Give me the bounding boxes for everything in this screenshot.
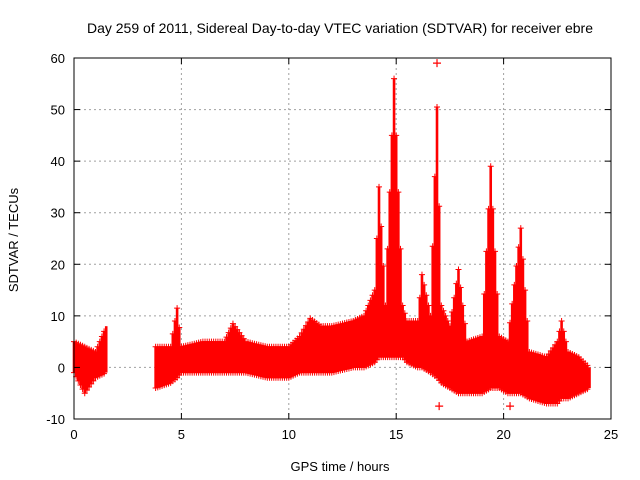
data-point (558, 318, 565, 325)
data-point (438, 302, 445, 309)
data-point (380, 263, 387, 270)
x-axis-label: GPS time / hours (291, 459, 390, 474)
y-tick-label: 0 (58, 360, 65, 375)
y-tick-label: 60 (51, 51, 65, 66)
data-point (434, 103, 441, 110)
data-point (423, 292, 430, 299)
data-point (174, 305, 181, 312)
data-point (176, 324, 183, 331)
data-point (88, 380, 95, 387)
data-point (399, 302, 406, 309)
data-point (238, 332, 245, 339)
data-point (459, 302, 466, 309)
data-point (83, 387, 90, 394)
data-point (101, 370, 108, 377)
x-tick-label: 20 (496, 427, 510, 442)
data-point (393, 132, 400, 139)
data-point (418, 271, 425, 278)
data-point (425, 302, 432, 309)
chart-title: Day 259 of 2011, Sidereal Day-to-day VTE… (87, 20, 593, 36)
data-point (86, 384, 93, 391)
data-series (71, 59, 591, 411)
data-point (494, 290, 501, 297)
data-point (442, 312, 449, 319)
data-point (421, 281, 428, 288)
data-point (584, 362, 591, 369)
data-point (391, 75, 398, 82)
data-point (90, 377, 97, 384)
data-point (81, 390, 88, 397)
y-tick-label: 50 (51, 103, 65, 118)
data-point (397, 245, 404, 252)
x-tick-label: 5 (178, 427, 185, 442)
data-point (444, 318, 451, 325)
y-axis-label: SDTVAR / TECUs (6, 187, 21, 292)
data-point-outlier (506, 402, 515, 411)
x-tick-label: 10 (282, 427, 296, 442)
data-point (461, 320, 468, 327)
data-point (487, 163, 494, 170)
data-point (455, 266, 462, 273)
data-point (519, 256, 526, 263)
y-tick-label: -10 (46, 412, 65, 427)
data-point (489, 205, 496, 212)
data-point (234, 326, 241, 333)
x-tick-label: 15 (389, 427, 403, 442)
data-point-outlier (433, 59, 442, 68)
x-tick-label: 0 (70, 427, 77, 442)
data-point (584, 386, 591, 393)
data-point (436, 203, 443, 210)
data-point (524, 318, 531, 325)
plot-frame (73, 57, 612, 420)
data-point-outlier (435, 402, 444, 411)
y-tick-label: 20 (51, 257, 65, 272)
data-point (395, 189, 402, 196)
data-point (522, 287, 529, 294)
data-point (457, 284, 464, 291)
data-point (517, 225, 524, 232)
data-point (440, 307, 447, 314)
data-point (562, 338, 569, 345)
data-point (229, 320, 236, 327)
axis-ticks: 0 5 10 15 20 25 -10 0 10 20 30 40 50 60 (46, 51, 618, 442)
x-tick-label: 25 (604, 427, 618, 442)
data-point (236, 329, 243, 336)
data-point (401, 310, 408, 317)
data-point (492, 248, 499, 255)
data-point (232, 323, 239, 330)
data-point (376, 183, 383, 190)
data-point (378, 223, 385, 230)
data-point (240, 335, 247, 342)
y-tick-label: 10 (51, 309, 65, 324)
data-point (560, 328, 567, 335)
y-tick-label: 40 (51, 154, 65, 169)
y-tick-label: 30 (51, 206, 65, 221)
